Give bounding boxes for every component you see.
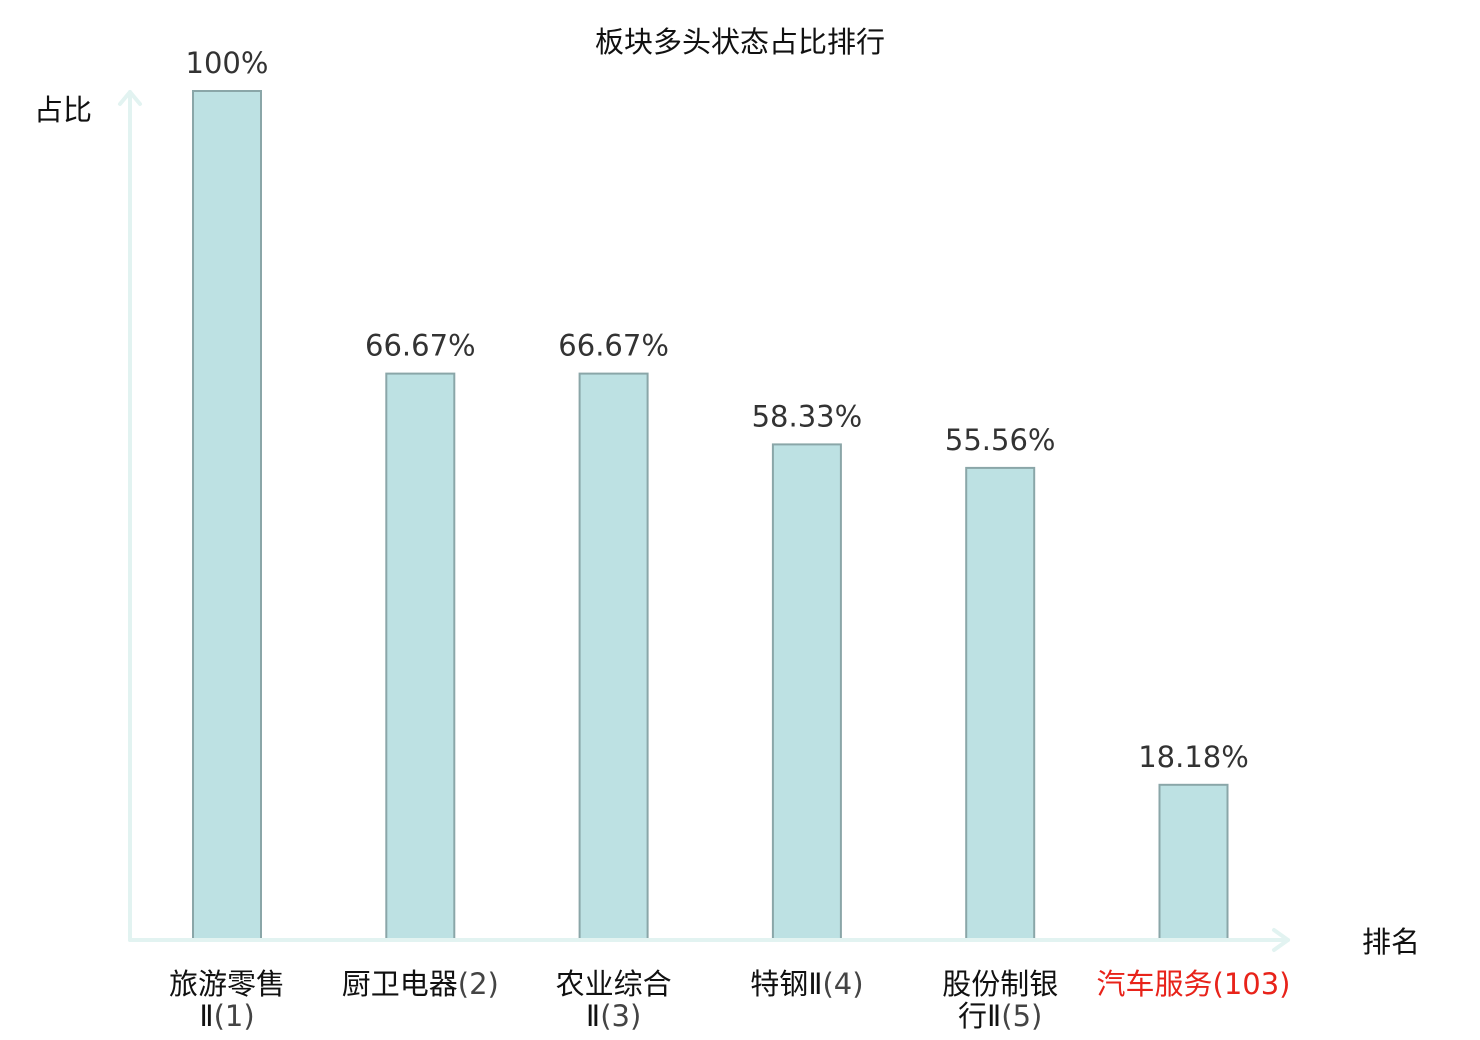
x-tick-label-4: 特钢Ⅱ(4) <box>750 967 863 1001</box>
bar-4 <box>771 443 842 940</box>
bar-5 <box>965 466 1036 940</box>
bar-1 <box>192 90 262 940</box>
x-tick-label-6-line-1: 汽车服务 <box>1097 967 1213 1001</box>
x-tick-label-5-line-1: 股份制银 <box>942 967 1058 1001</box>
x-tick-rank-5: (5) <box>1001 999 1042 1033</box>
x-tick-label-6: 汽车服务(103) <box>1097 967 1291 1001</box>
value-label-2: 66.67% <box>365 329 476 363</box>
chart-title: 板块多头状态占比排行 <box>595 25 885 59</box>
value-label-1: 100% <box>186 46 269 80</box>
x-axis-arrow <box>1272 928 1290 952</box>
x-tick-rank-1: (1) <box>214 999 255 1033</box>
x-axis-label: 排名 <box>1362 925 1420 959</box>
value-label-6: 18.18% <box>1138 740 1249 774</box>
x-tick-label-1-line-1: 旅游零售 <box>169 967 285 1001</box>
value-label-4: 58.33% <box>752 399 863 433</box>
x-tick-rank-3: (3) <box>600 999 641 1033</box>
value-label-5: 55.56% <box>945 423 1056 457</box>
bar-6 <box>1158 783 1229 940</box>
x-tick-rank-2: (2) <box>458 967 499 1001</box>
x-tick-label-3: 农业综合 Ⅱ(3) <box>556 967 672 1033</box>
x-tick-rank-4: (4) <box>822 967 863 1001</box>
x-tick-rank-6: (103) <box>1213 967 1291 1001</box>
bar-2 <box>385 372 456 941</box>
x-tick-labels: 旅游零售 Ⅱ(1)厨卫电器(2) 农业综合 Ⅱ(3)特钢Ⅱ(4) 股份制银行Ⅱ(5)汽车… <box>169 967 1291 1033</box>
x-tick-label-3-line-1: 农业综合 <box>556 967 672 1001</box>
value-label-3: 66.67% <box>558 329 669 363</box>
x-tick-label-5-line-2: 行Ⅱ <box>958 999 1001 1033</box>
bar-group <box>192 90 1229 941</box>
x-tick-label-1-line-2: Ⅱ <box>199 999 213 1033</box>
x-tick-label-1: 旅游零售 Ⅱ(1) <box>169 967 285 1033</box>
x-tick-label-2-line-1: 厨卫电器 <box>342 967 458 1001</box>
x-tick-label-2: 厨卫电器(2) <box>342 967 499 1001</box>
x-tick-label-3-line-2: Ⅱ <box>586 999 600 1033</box>
x-tick-label-4-line-1: 特钢Ⅱ <box>750 967 822 1001</box>
x-tick-label-5: 股份制银行Ⅱ(5) <box>942 967 1058 1033</box>
y-axis-arrow <box>118 90 142 106</box>
value-labels: 100% 66.67% 66.67% 58.33% 55.56% 18.18% <box>186 46 1249 774</box>
bar-3 <box>578 372 649 941</box>
y-axis-label: 占比 <box>34 93 92 127</box>
